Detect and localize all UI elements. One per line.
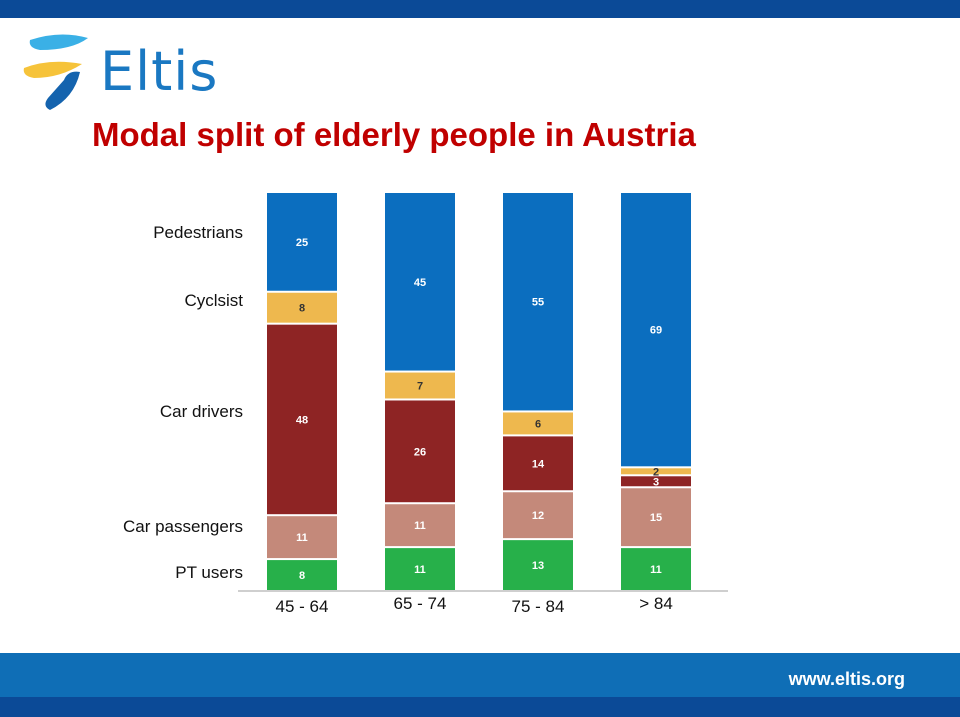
bar-segment-pt-users-3 [621,548,691,590]
bar-segment-car-drivers-2 [503,436,573,491]
top-bar [0,0,960,18]
data-label: 15 [650,512,662,524]
data-label: 8 [299,570,305,582]
bar-segment-cyclsist-2 [503,412,573,435]
data-label: 69 [650,325,662,337]
bar-segment-car-drivers-1 [385,400,455,503]
data-label: 48 [296,414,308,426]
data-label: 2 [653,466,659,478]
bar-segment-pt-users-0 [267,560,337,590]
data-label: 3 [653,476,659,488]
bar-segment-pedestrians-2 [503,193,573,411]
footer-strip [0,697,960,717]
chart-title: Modal split of elderly people in Austria [92,116,696,153]
data-label: 6 [535,418,541,430]
data-label: 11 [414,520,426,532]
x-tick-label: 65 - 74 [394,594,447,613]
x-tick-label: 45 - 64 [276,597,329,616]
bar-segment-pedestrians-3 [621,193,691,467]
bar-segment-cyclsist-1 [385,372,455,399]
logo-text: Eltis [100,40,219,103]
data-label: 26 [414,446,426,458]
legend-label-pt-users: PT users [175,563,243,582]
eltis-logo [20,28,250,118]
footer-url-link[interactable]: www.eltis.org [788,669,905,689]
data-label: 11 [650,564,662,576]
bar-segment-car-passengers-0 [267,516,337,559]
x-tick-label: 75 - 84 [512,597,565,616]
data-label: 13 [532,560,544,572]
bar-segment-car-drivers-0 [267,324,337,515]
bar-segment-cyclsist-0 [267,292,337,323]
data-label: 7 [417,381,423,393]
bar-segment-pt-users-1 [385,548,455,590]
legend-label-cyclsist: Cyclsist [184,291,243,310]
data-label: 12 [532,510,544,522]
data-label: 14 [532,458,545,470]
data-label: 45 [414,277,426,289]
bar-segment-car-passengers-3 [621,488,691,547]
legend-label-pedestrians: Pedestrians [153,223,243,242]
legend-label-car-drivers: Car drivers [160,402,243,421]
data-label: 8 [299,303,305,315]
bar-segment-car-drivers-3 [621,476,691,487]
legend-label-car-passengers: Car passengers [123,517,243,536]
data-label: 55 [532,297,544,309]
bar-segment-cyclsist-3 [621,468,691,475]
x-tick-label: > 84 [639,594,673,613]
eltis-logo-icon [23,34,88,110]
data-label: 11 [414,564,426,576]
bar-segment-car-passengers-2 [503,492,573,539]
bar-segment-pedestrians-0 [267,193,337,291]
bar-segment-car-passengers-1 [385,504,455,547]
data-label: 25 [296,237,308,249]
data-label: 11 [296,532,308,544]
bar-segment-pedestrians-1 [385,193,455,371]
bar-segment-pt-users-2 [503,540,573,590]
